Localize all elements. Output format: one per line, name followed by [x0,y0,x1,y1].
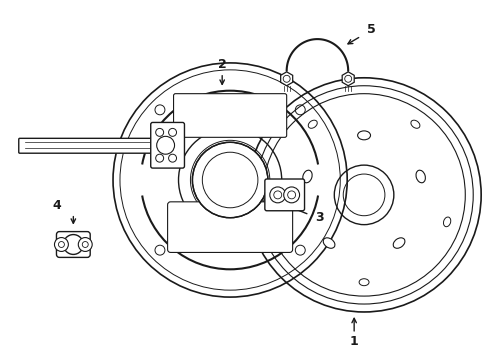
Circle shape [193,142,268,218]
Text: 4: 4 [52,199,61,212]
Circle shape [284,187,299,203]
Circle shape [54,238,69,251]
Ellipse shape [411,120,420,128]
FancyBboxPatch shape [168,202,293,252]
Circle shape [264,95,465,295]
Text: 5: 5 [367,23,375,36]
Circle shape [169,154,176,162]
Circle shape [156,129,164,136]
Ellipse shape [416,170,425,183]
Ellipse shape [303,170,312,183]
Circle shape [283,75,290,82]
FancyBboxPatch shape [265,179,305,211]
Circle shape [157,136,174,154]
Text: 2: 2 [218,58,226,71]
FancyBboxPatch shape [173,94,287,137]
Circle shape [113,63,347,297]
Circle shape [63,235,83,255]
Circle shape [270,187,286,203]
FancyBboxPatch shape [19,138,162,153]
Ellipse shape [308,120,317,128]
Circle shape [345,75,352,82]
Ellipse shape [358,131,370,140]
Ellipse shape [359,279,369,286]
Circle shape [169,129,176,136]
FancyBboxPatch shape [56,231,90,257]
Text: 1: 1 [350,335,359,348]
Ellipse shape [323,238,335,248]
Text: 3: 3 [315,211,324,224]
FancyBboxPatch shape [151,122,184,168]
Circle shape [156,154,164,162]
Circle shape [78,238,92,251]
Ellipse shape [277,217,285,227]
Ellipse shape [393,238,405,248]
Ellipse shape [443,217,451,227]
